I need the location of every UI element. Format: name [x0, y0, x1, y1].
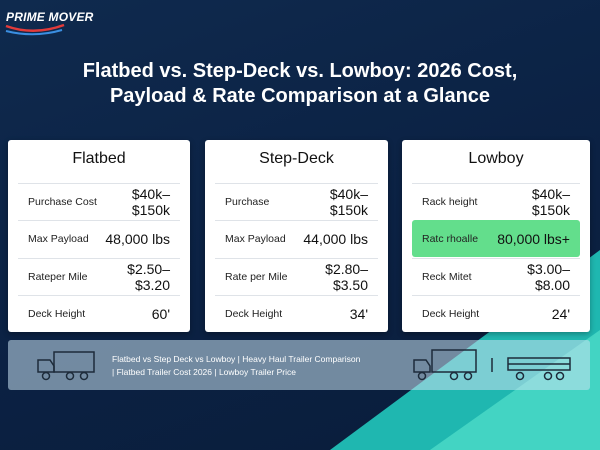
row-label: Max Payload	[225, 233, 286, 245]
row-value: 80,000 lbs+	[497, 231, 570, 247]
truck-icons	[37, 349, 571, 381]
card: Flatbed Purchase Cost $40k–$150k Max Payloa…	[8, 140, 190, 332]
row: Rateper Mile $2.50–$3.20	[18, 258, 180, 295]
row: Max Payload 44,000 lbs	[215, 220, 378, 257]
row: Purchase Cost $40k–$150k	[18, 183, 180, 220]
footer-text: Flatbed vs Step Deck vs Lowboy | Heavy H…	[112, 354, 361, 364]
row: Purchase $40k–$150k	[215, 183, 378, 220]
row: Reck Mitet $3.00–$8.00	[412, 258, 580, 295]
row-value: $3.00–$8.00	[527, 261, 570, 293]
footer-text: | Flatbed Trailer Cost 2026 | Lowboy Tra…	[112, 367, 296, 377]
row-label: Purchase	[225, 196, 270, 208]
card: Lowboy Rack height $40k–$150k Ratc rhoalle 8…	[402, 140, 590, 332]
logo-swoosh	[5, 23, 65, 36]
row: Rate per Mile $2.80–$3.50	[215, 258, 378, 295]
row-label: Ratc rhoalle	[422, 233, 479, 245]
row-value: $40k–$150k	[329, 186, 368, 218]
row-value: $2.80–$3.50	[325, 261, 368, 293]
row-value: 34ʹ	[349, 306, 368, 322]
row-label: Rack height	[422, 196, 478, 208]
row-label: Deck Height	[28, 308, 86, 320]
card: Step-Deck Purchase $40k–$150k Max Payload 44…	[205, 140, 388, 332]
title-line: Payload & Rate Comparison at a Glance	[109, 85, 491, 107]
row-value: 60ʹ	[151, 306, 170, 322]
row: Deck Height 24ʹ	[412, 295, 580, 332]
row-label: Rateper Mile	[28, 271, 88, 283]
card-name: Step-Deck	[259, 150, 334, 167]
title-line: Flatbed vs. Step-Deck vs. Lowboy: 2026 C…	[82, 60, 518, 82]
row-value: 44,000 lbs	[303, 231, 368, 247]
footer-bar: Flatbed vs Step Deck vs Lowboy | Heavy H…	[8, 340, 590, 390]
row-label: Rate per Mile	[225, 271, 288, 283]
row: Max Payload 48,000 lbs	[18, 220, 180, 257]
row: Deck Height 60ʹ	[18, 295, 180, 332]
row-label: Max Payload	[28, 233, 89, 245]
row-label: Deck Height	[422, 308, 480, 320]
row-value: 48,000 lbs	[105, 231, 170, 247]
row-label: Deck Height	[225, 308, 283, 320]
logo: PRIME MOVER	[6, 10, 94, 24]
row-label: Purchase Cost	[28, 196, 97, 208]
row-value: $40k–$150k	[131, 186, 170, 218]
card-name: Flatbed	[72, 150, 126, 167]
row-value: 24ʹ	[551, 306, 570, 322]
row: Ratc rhoalle 80,000 lbs+	[412, 220, 580, 257]
row-value: $40k–$150k	[531, 186, 570, 218]
row: Deck Height 34ʹ	[215, 295, 378, 332]
row: Rack height $40k–$150k	[412, 183, 580, 220]
card-name: Lowboy	[468, 150, 524, 167]
row-label: Reck Mitet	[422, 271, 472, 283]
row-value: $2.50–$3.20	[127, 261, 170, 293]
